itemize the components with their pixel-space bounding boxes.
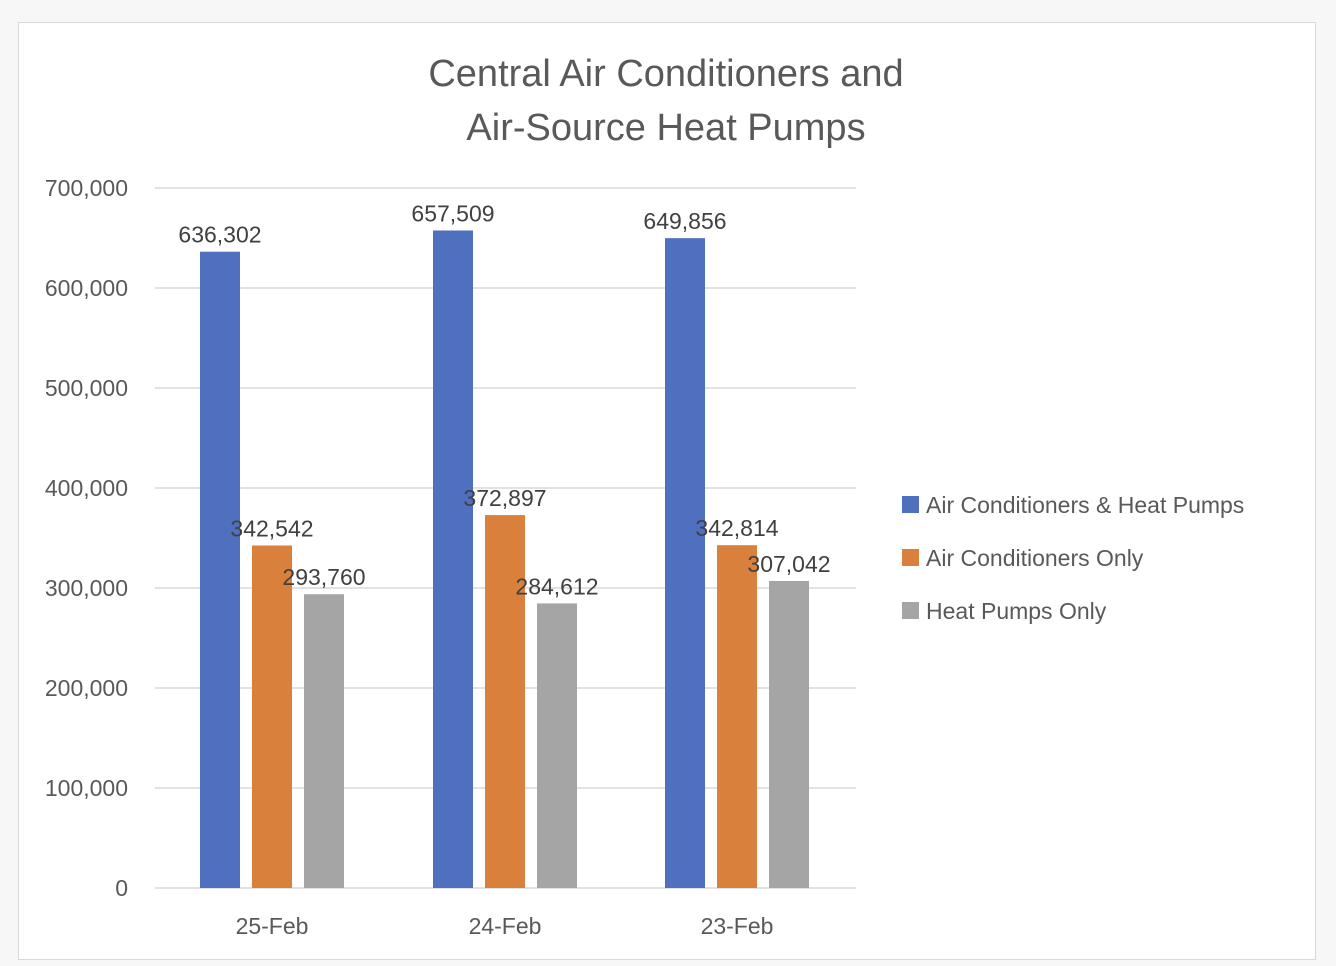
y-tick-label: 0: [115, 875, 128, 901]
bar: [200, 251, 240, 888]
legend-label: Air Conditioners & Heat Pumps: [926, 492, 1244, 518]
bar: [717, 545, 757, 888]
data-label: 342,814: [695, 515, 778, 541]
y-tick-label: 600,000: [45, 275, 128, 301]
data-label: 342,542: [230, 515, 313, 541]
legend: Air Conditioners & Heat Pumps Air Conditi…: [902, 492, 1244, 624]
data-label: 284,612: [515, 573, 598, 599]
y-tick-label: 300,000: [45, 575, 128, 601]
x-category-label: 24-Feb: [469, 913, 542, 939]
chart-title-line-2: Air-Source Heat Pumps: [466, 107, 865, 149]
bar: [304, 594, 344, 888]
legend-label: Heat Pumps Only: [926, 598, 1107, 624]
data-label: 657,509: [411, 200, 494, 226]
y-tick-label: 100,000: [45, 775, 128, 801]
legend-swatch: [902, 549, 919, 566]
data-label: 649,856: [643, 208, 726, 234]
bar: [485, 515, 525, 888]
y-axis: 0 100,000 200,000 300,000 400,000 500,000 600,…: [45, 175, 128, 901]
x-category-label: 23-Feb: [701, 913, 774, 939]
y-tick-label: 500,000: [45, 375, 128, 401]
chart-title-line-1: Central Air Conditioners and: [428, 53, 903, 95]
bar: [537, 603, 577, 888]
bars: [200, 230, 809, 889]
data-label: 293,760: [282, 564, 365, 590]
y-tick-label: 200,000: [45, 675, 128, 701]
y-tick-label: 700,000: [45, 175, 128, 201]
bar: [665, 238, 705, 889]
data-label: 372,897: [463, 485, 546, 511]
legend-swatch: [902, 496, 919, 513]
bar: [769, 580, 809, 888]
legend-label: Air Conditioners Only: [926, 545, 1144, 571]
bar: [433, 230, 473, 889]
data-label: 636,302: [178, 222, 261, 248]
legend-swatch: [902, 602, 919, 619]
data-label: 307,042: [747, 551, 830, 577]
x-category-label: 25-Feb: [236, 913, 309, 939]
y-tick-label: 400,000: [45, 475, 128, 501]
bar: [252, 545, 292, 888]
x-axis: 25-Feb 24-Feb 23-Feb: [236, 913, 774, 939]
data-labels: 636,302 342,542 293,760 657,509 372,897 284,6…: [178, 200, 830, 599]
